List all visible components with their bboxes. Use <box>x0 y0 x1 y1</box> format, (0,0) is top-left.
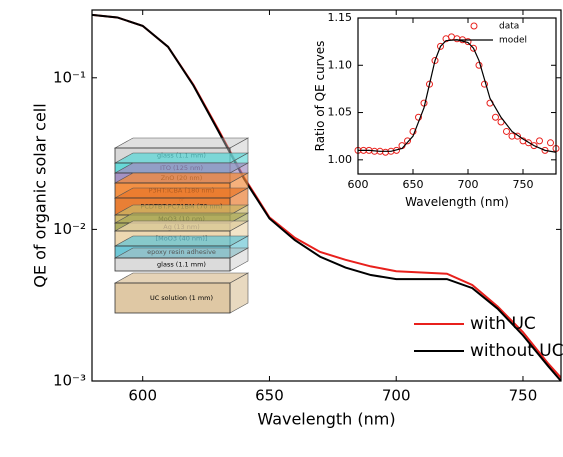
x-tick-label: 700 <box>382 387 411 405</box>
y-tick-label: 1.15 <box>328 11 353 24</box>
chart: 600 650 700 750 10⁻³ 10⁻² 10⁻¹ Wavelength (nm) Q… <box>0 0 563 457</box>
legend-label: without UC <box>470 341 563 361</box>
layer-top <box>115 248 248 258</box>
legend-label: with UC <box>470 314 536 334</box>
layer-top <box>115 153 248 163</box>
x-axis-title: Wavelength (nm) <box>257 410 395 429</box>
y-tick-label: 10⁻³ <box>53 372 86 390</box>
layer-top <box>115 273 248 283</box>
layer-top <box>115 163 248 173</box>
y-axis-title: QE of organic solar cell <box>31 103 50 287</box>
legend-label: model <box>499 36 527 46</box>
layer-label: UC solution (1 mm) <box>150 294 213 302</box>
layer-top <box>115 173 248 183</box>
x-tick-label: 750 <box>513 178 534 191</box>
x-tick-label: 750 <box>509 387 538 405</box>
y-tick-label: 1.05 <box>328 106 353 119</box>
y-tick-label: 1.10 <box>328 58 353 71</box>
y-tick-label: 10⁻² <box>53 220 86 238</box>
x-tick-label: 650 <box>255 387 284 405</box>
legend-label: data <box>499 22 519 32</box>
device-stack: glass (1.1 mm)ITO (125 nm)ZnO (20 nm)P3H… <box>115 138 248 313</box>
y-tick-label: 1.00 <box>328 153 353 166</box>
y-axis-title: Ratio of QE curves <box>313 41 327 152</box>
x-axis-title: Wavelength (nm) <box>405 195 509 209</box>
x-tick-label: 700 <box>458 178 479 191</box>
x-tick-label: 650 <box>403 178 424 191</box>
y-tick-label: 10⁻¹ <box>53 68 86 86</box>
layer-label: glass (1.1 mm) <box>157 261 206 269</box>
layer-top <box>115 188 248 198</box>
layer-top <box>115 236 248 246</box>
x-tick-label: 600 <box>348 178 369 191</box>
x-tick-label: 600 <box>128 387 157 405</box>
layer-top <box>115 221 248 231</box>
layer-top <box>115 138 248 148</box>
